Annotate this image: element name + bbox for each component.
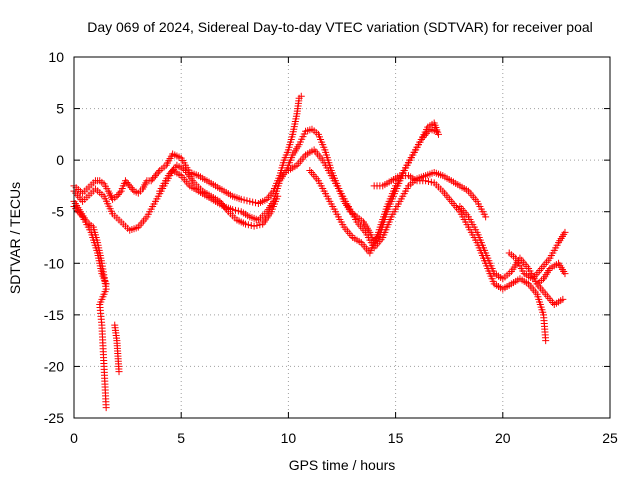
data-point bbox=[115, 368, 123, 376]
y-tick-label: -15 bbox=[44, 307, 64, 323]
series-trace-6 bbox=[156, 161, 282, 230]
data-point bbox=[150, 173, 158, 181]
x-tick-label: 5 bbox=[177, 430, 185, 446]
chart-title: Day 069 of 2024, Sidereal Day-to-day VTE… bbox=[87, 19, 593, 35]
data-point bbox=[151, 172, 159, 180]
data-point bbox=[561, 228, 569, 236]
data-point bbox=[102, 404, 110, 412]
data-point bbox=[240, 196, 248, 204]
x-axis-label: GPS time / hours bbox=[289, 457, 396, 473]
data-point bbox=[153, 170, 161, 178]
data-point bbox=[116, 189, 124, 197]
data-point bbox=[249, 198, 257, 206]
data-point bbox=[542, 337, 550, 345]
y-tick-label: 10 bbox=[48, 49, 64, 65]
data-point bbox=[147, 177, 155, 185]
data-point bbox=[121, 177, 129, 185]
data-point bbox=[124, 180, 132, 188]
data-point bbox=[114, 191, 122, 199]
data-point bbox=[113, 192, 121, 200]
x-tick-label: 20 bbox=[495, 430, 511, 446]
data-point bbox=[129, 185, 137, 193]
series-trace-11 bbox=[505, 228, 569, 283]
plot-frame bbox=[73, 56, 611, 419]
data-point bbox=[559, 295, 567, 303]
data-point bbox=[246, 197, 254, 205]
data-point bbox=[102, 280, 110, 288]
y-tick-label: -5 bbox=[52, 204, 65, 220]
data-point bbox=[482, 213, 490, 221]
x-tick-label: 15 bbox=[388, 430, 404, 446]
data-point bbox=[250, 222, 258, 230]
data-point bbox=[424, 177, 432, 185]
series-trace-12 bbox=[533, 259, 569, 288]
data-point bbox=[256, 221, 264, 229]
data-points bbox=[70, 92, 569, 412]
data-point bbox=[232, 206, 240, 214]
series-trace-9 bbox=[370, 172, 550, 345]
y-tick-label: -25 bbox=[44, 410, 64, 426]
data-point bbox=[243, 197, 251, 205]
data-point bbox=[126, 182, 134, 190]
y-axis-label: SDTVAR / TECUs bbox=[7, 182, 23, 294]
data-point bbox=[427, 178, 435, 186]
series-trace-1 bbox=[70, 92, 305, 207]
series-trace-4 bbox=[111, 321, 123, 376]
y-tick-label: 0 bbox=[56, 152, 64, 168]
series-trace-3 bbox=[70, 197, 110, 412]
data-point bbox=[274, 192, 282, 200]
y-tick-label: 5 bbox=[56, 101, 64, 117]
x-tick-label: 0 bbox=[70, 430, 78, 446]
data-point bbox=[244, 221, 252, 229]
data-point bbox=[237, 195, 245, 203]
series-trace-7 bbox=[284, 146, 490, 252]
x-tick-label: 25 bbox=[602, 430, 618, 446]
data-point bbox=[123, 178, 131, 186]
y-tick-label: -20 bbox=[44, 358, 64, 374]
data-point bbox=[154, 168, 162, 176]
data-point bbox=[242, 220, 250, 228]
data-point bbox=[432, 127, 440, 135]
data-point bbox=[422, 177, 430, 185]
data-point bbox=[561, 270, 569, 278]
y-tick-label: -10 bbox=[44, 255, 64, 271]
x-tick-label: 10 bbox=[281, 430, 297, 446]
data-point bbox=[234, 207, 242, 215]
grid bbox=[74, 57, 610, 418]
data-point bbox=[229, 206, 237, 214]
data-point bbox=[253, 221, 261, 229]
series-trace-8 bbox=[306, 125, 440, 257]
data-point bbox=[297, 92, 305, 100]
data-point bbox=[127, 184, 135, 192]
data-point bbox=[149, 175, 157, 183]
